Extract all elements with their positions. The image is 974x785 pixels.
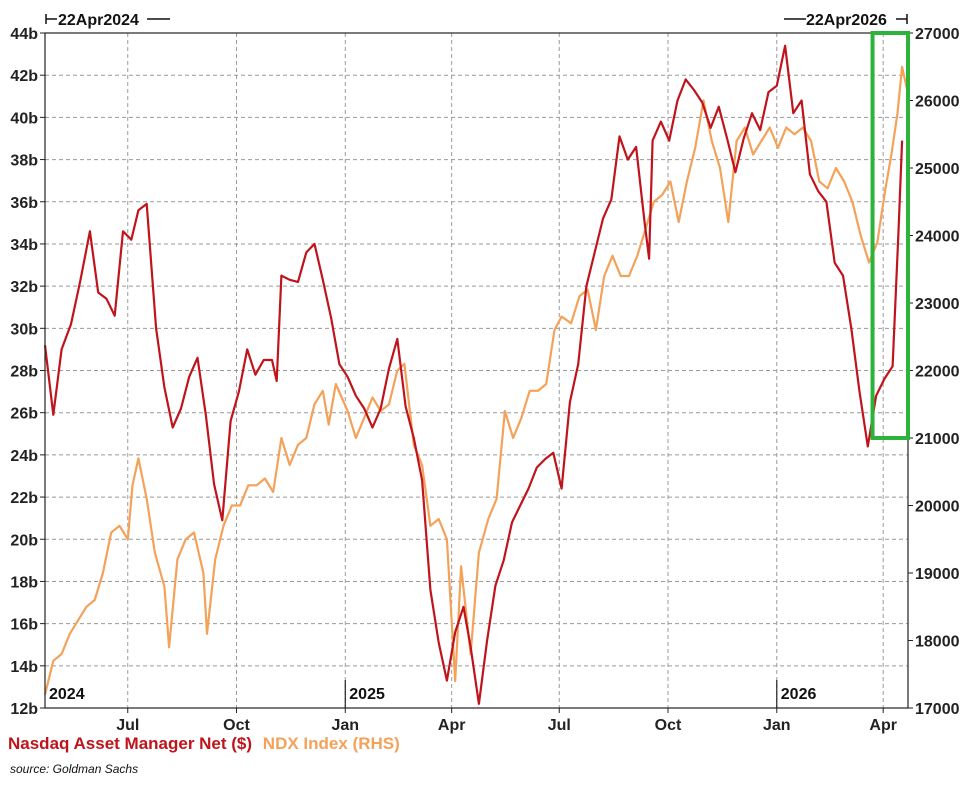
left-axis-tick-label: 14b (10, 659, 38, 676)
month-tick-label: Oct (655, 717, 682, 734)
left-axis-tick-label: 16b (10, 617, 38, 634)
month-tick-label: Jul (548, 717, 571, 734)
right-axis-tick-label: 20000 (915, 499, 960, 516)
series-line-ndx (43, 65, 910, 695)
left-axis-tick-label: 20b (10, 532, 38, 549)
left-axis-tick-label: 28b (10, 364, 38, 381)
month-tick-label: Jan (331, 717, 359, 734)
year-label: 2024 (49, 686, 85, 703)
right-axis-tick-label: 23000 (915, 296, 960, 313)
end-date-label: 22Apr2026 (806, 12, 887, 29)
right-axis-tick-label: 24000 (915, 229, 960, 246)
left-axis-tick-label: 32b (10, 279, 38, 296)
left-axis-tick-label: 38b (10, 153, 38, 170)
start-date-label: 22Apr2024 (58, 12, 139, 29)
legend-series-ndx: NDX Index (RHS) (262, 734, 400, 753)
right-axis-tick-label: 22000 (915, 364, 960, 381)
month-tick-label: Apr (438, 717, 466, 734)
legend: Nasdaq Asset Manager Net ($) NDX Index (… (8, 734, 406, 754)
series-line-nasdaq-net (43, 44, 904, 705)
right-axis: 17000 18000 19000 20000 21000 22000 23000 24000… (908, 26, 960, 718)
month-tick-label: Jan (763, 717, 791, 734)
month-tick-label: Oct (223, 717, 250, 734)
left-axis-tick-label: 34b (10, 237, 38, 254)
legend-series-nasdaq-net: Nasdaq Asset Manager Net ($) (8, 734, 253, 753)
left-axis-tick-label: 18b (10, 574, 38, 591)
right-axis-tick-label: 25000 (915, 161, 960, 178)
left-axis-tick-label: 26b (10, 406, 38, 423)
left-axis-tick-label: 42b (10, 68, 38, 85)
left-axis: 12b 14b 16b 18b 20b 22b 24b 26b 28b 30b 32b 34b 36b 3… (10, 26, 45, 718)
month-tick-label: Apr (869, 717, 897, 734)
year-labels: 2024 2025 2026 (49, 680, 816, 708)
highlight-rectangle (870, 31, 910, 440)
right-axis-tick-label: 19000 (915, 566, 960, 583)
left-axis-tick-label: 22b (10, 490, 38, 507)
right-axis-tick-label: 17000 (915, 701, 960, 718)
series-lines (43, 44, 910, 705)
source-note: source: Goldman Sachs (10, 762, 139, 776)
left-axis-tick-label: 40b (10, 110, 38, 127)
right-axis-tick-label: 26000 (915, 94, 960, 111)
date-range-labels: 22Apr2024 22Apr2026 (45, 12, 908, 29)
year-label: 2025 (349, 686, 385, 703)
right-axis-tick-label: 18000 (915, 634, 960, 651)
right-axis-tick-label: 21000 (915, 431, 960, 448)
grid-lines (45, 33, 908, 708)
left-axis-tick-label: 30b (10, 321, 38, 338)
year-label: 2026 (781, 686, 817, 703)
left-axis-tick-label: 44b (10, 26, 38, 43)
month-ticks: Jul Oct Jan Apr Jul Oct Jan Apr (116, 708, 897, 734)
right-axis-tick-label: 27000 (915, 26, 960, 43)
left-axis-tick-label: 12b (10, 701, 38, 718)
left-axis-tick-label: 36b (10, 195, 38, 212)
highlight-box (870, 31, 910, 440)
left-axis-tick-label: 24b (10, 448, 38, 465)
month-tick-label: Jul (116, 717, 139, 734)
